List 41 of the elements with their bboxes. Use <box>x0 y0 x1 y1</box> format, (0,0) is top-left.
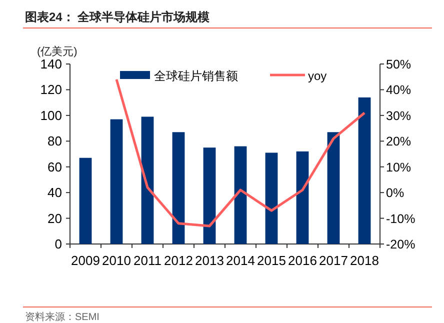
x-tick-label: 2011 <box>134 253 162 268</box>
y2-tick-label: 20% <box>386 134 412 149</box>
x-tick-label: 2010 <box>102 253 131 268</box>
y2-tick-label: -20% <box>386 238 416 252</box>
bar <box>234 146 247 244</box>
legend-label: 全球硅片销售额 <box>154 69 238 83</box>
text: 资料来源：SEMI <box>25 311 100 323</box>
y2-tick-label: 0% <box>386 186 404 200</box>
y-tick-label: 20 <box>48 210 62 226</box>
x-tick-label: 2014 <box>226 253 255 268</box>
bar <box>296 151 309 244</box>
y-tick-label: 40 <box>48 185 62 200</box>
y-tick-label: 60 <box>48 159 62 174</box>
bar <box>110 119 123 244</box>
x-tick-label: 2009 <box>71 253 100 268</box>
y-tick-label: 0 <box>54 236 62 252</box>
y-tick-label: 140 <box>40 56 62 72</box>
bar <box>141 116 154 244</box>
chart-title: 图表24： 全球半导体硅片市场规模 <box>25 10 210 24</box>
y2-tick-label: 10% <box>386 160 412 174</box>
x-tick-label: 2017 <box>319 253 348 268</box>
bar <box>358 97 371 244</box>
y2-tick-label: 30% <box>386 108 412 123</box>
y-tick-label: 80 <box>48 134 62 149</box>
legend-label: yoy <box>308 69 327 83</box>
x-tick-label: 2018 <box>350 253 379 268</box>
bar <box>265 152 278 244</box>
bar <box>327 132 340 244</box>
bar <box>203 148 216 244</box>
bar <box>172 132 185 244</box>
x-tick-label: 2013 <box>195 253 224 268</box>
y2-tick-label: -10% <box>386 212 416 226</box>
y2-tick-label: 50% <box>386 58 412 72</box>
y-tick-label: 100 <box>40 108 62 123</box>
x-tick-label: 2012 <box>164 253 193 268</box>
x-tick-label: 2015 <box>257 253 286 268</box>
y-axis-title: (亿美元) <box>37 45 78 58</box>
x-tick-label: 2016 <box>288 253 317 268</box>
bar <box>79 158 92 244</box>
y2-tick-label: 40% <box>386 83 412 98</box>
y-tick-label: 120 <box>40 82 62 98</box>
